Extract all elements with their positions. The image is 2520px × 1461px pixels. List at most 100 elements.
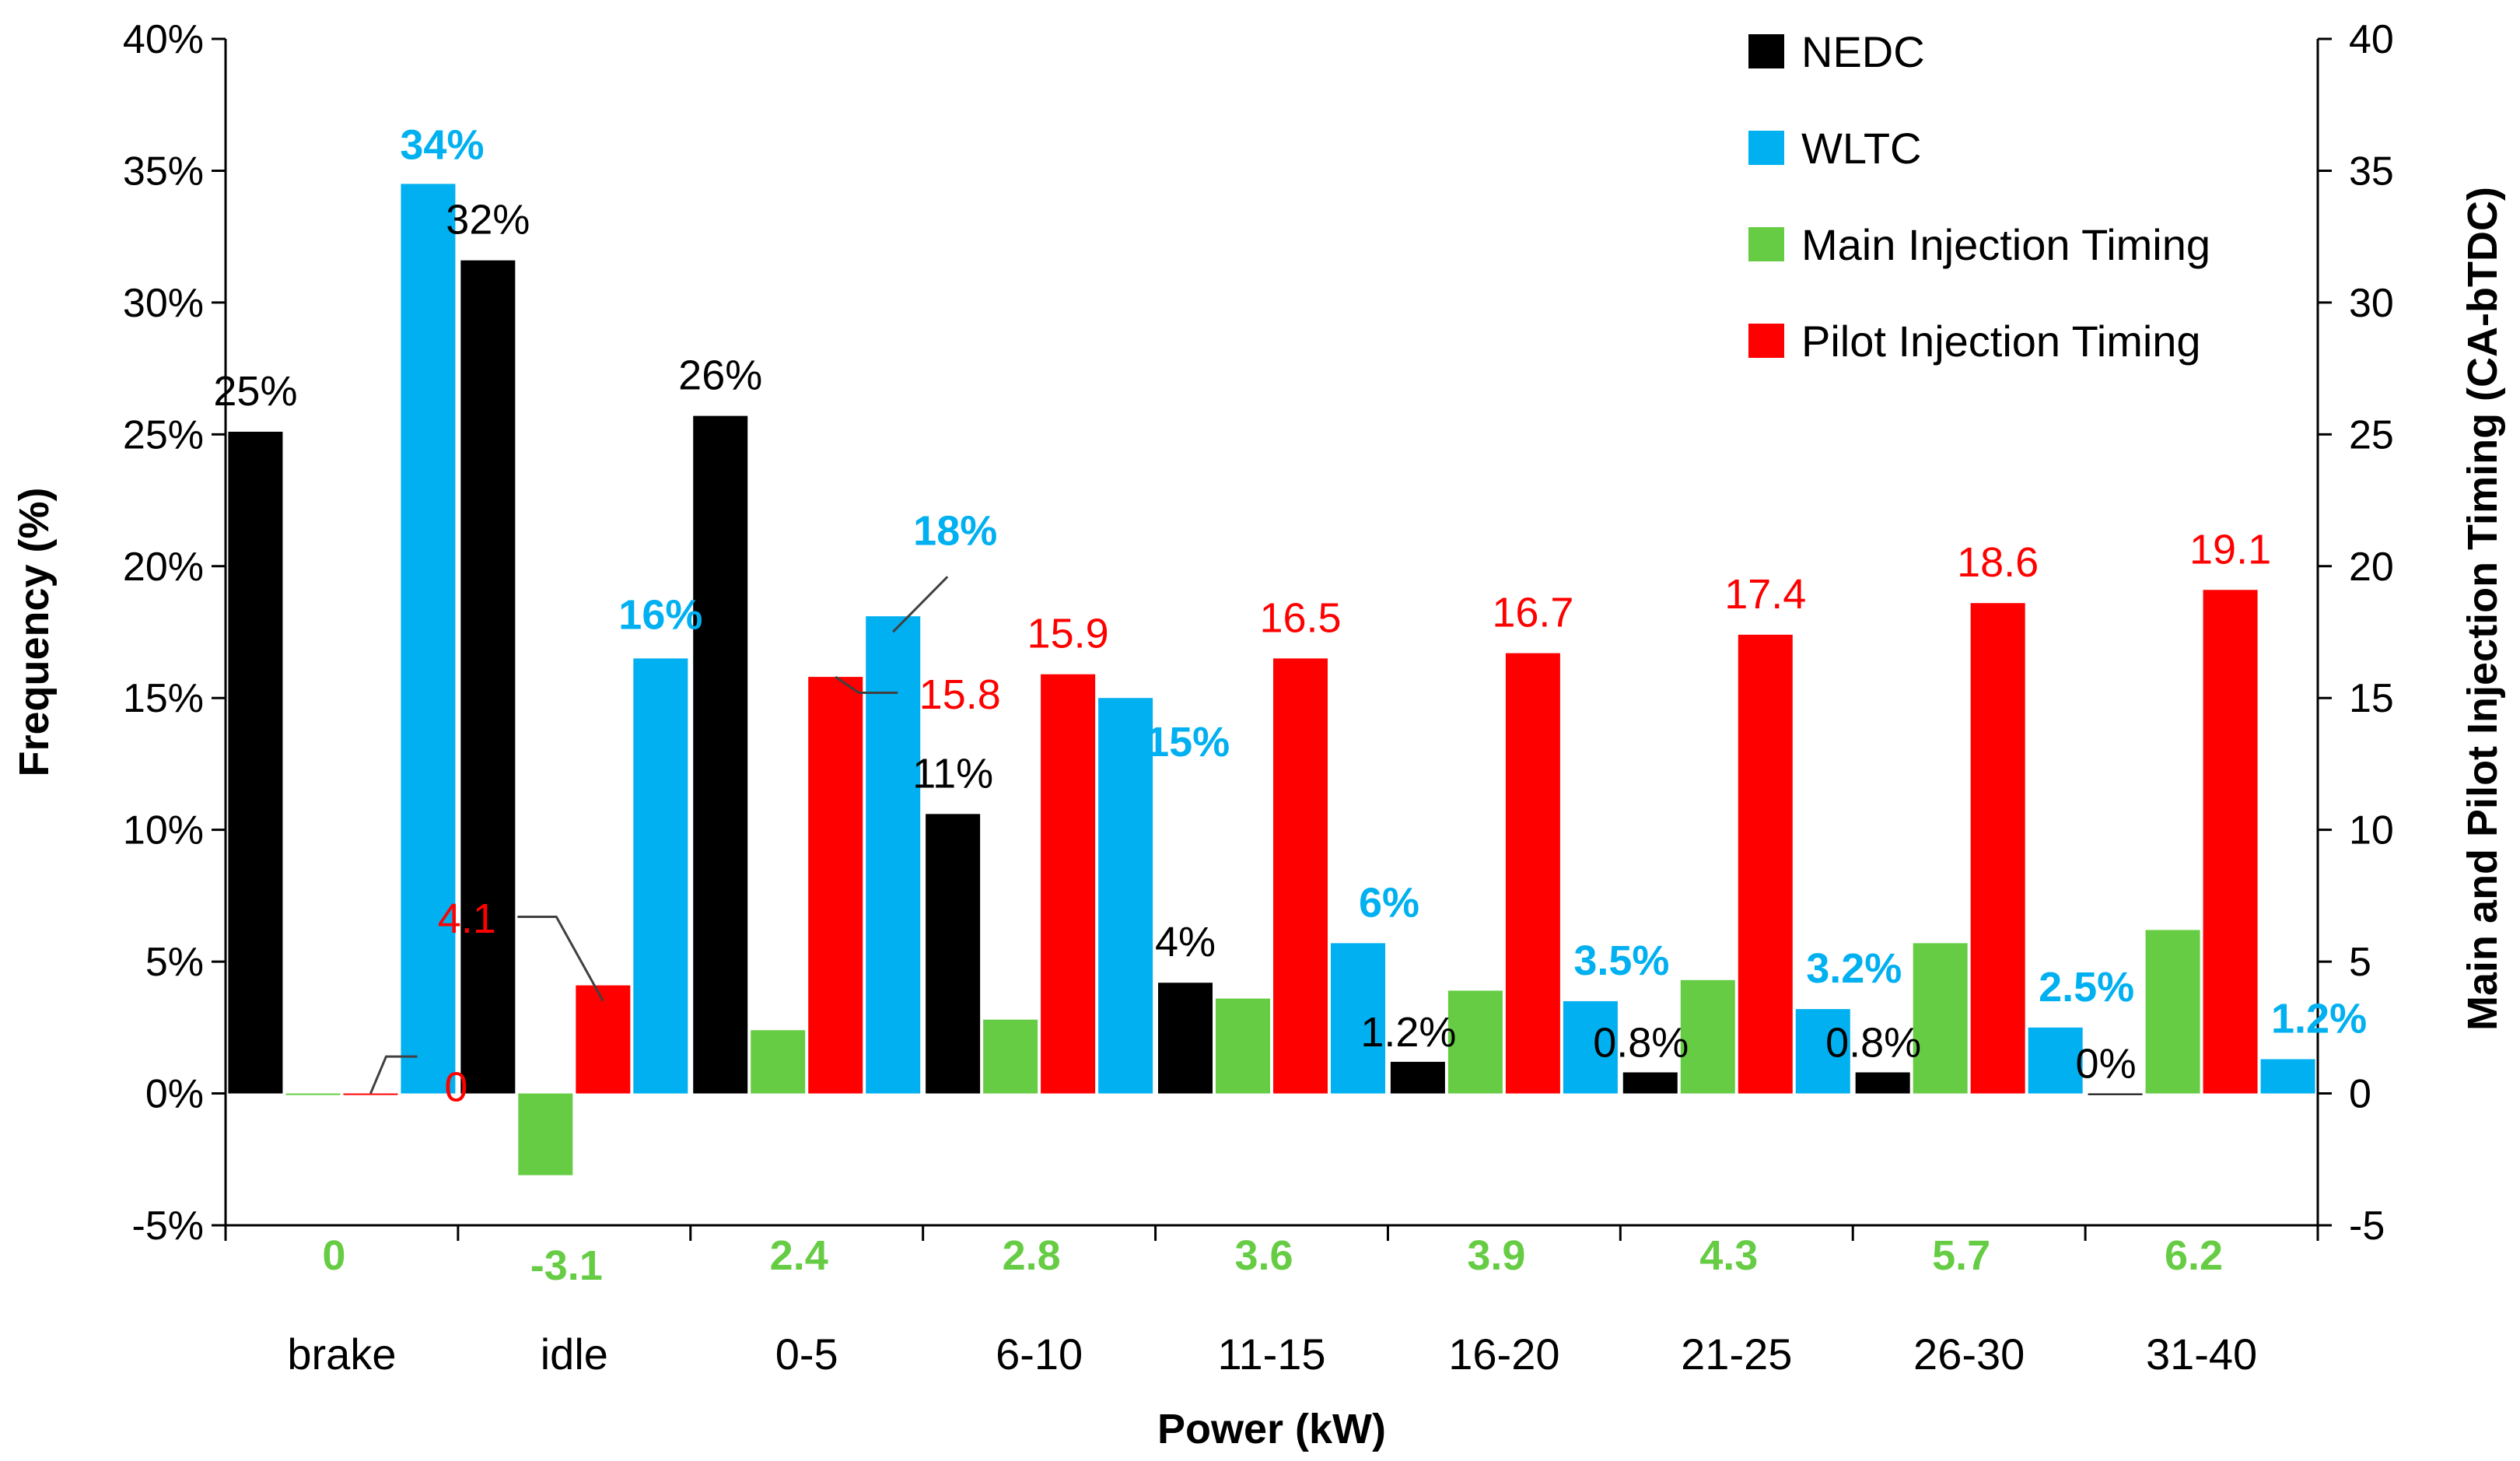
wltc-data-label: 3.5% bbox=[1573, 937, 1669, 984]
wltc-data-label: 15% bbox=[1146, 719, 1230, 766]
pilot-data-label: 17.4 bbox=[1724, 571, 1806, 618]
main-injection-data-label: 2.4 bbox=[770, 1232, 828, 1279]
main-injection-data-label: 5.7 bbox=[1932, 1232, 1990, 1279]
y-tick-label: 35% bbox=[123, 149, 204, 194]
y-tick-label: 30% bbox=[123, 281, 204, 326]
bar-nedc-26-30 bbox=[1855, 1072, 1910, 1094]
bar-main-injection-timing-11-15 bbox=[1216, 998, 1270, 1094]
bar-wltc-11-15 bbox=[1331, 943, 1385, 1094]
nedc-data-label: 25% bbox=[213, 368, 297, 415]
pilot-data-label: 16.7 bbox=[1492, 590, 1573, 636]
y2-tick-label: 25 bbox=[2349, 412, 2394, 457]
bar-main-injection-timing-21-25 bbox=[1680, 979, 1735, 1094]
leader-line bbox=[369, 1055, 418, 1095]
pilot-data-label: 15.8 bbox=[919, 671, 1001, 718]
legend-label-wltc: WLTC bbox=[1801, 124, 1922, 173]
bar-pilot-injection-timing-0-5 bbox=[808, 677, 863, 1094]
y2-tick-label: 30 bbox=[2349, 281, 2394, 326]
y-axis-title: Frequency (%) bbox=[11, 487, 58, 776]
x-category-label: 16-20 bbox=[1448, 1330, 1559, 1379]
x-category-label: brake bbox=[287, 1330, 396, 1379]
x-category-label: 11-15 bbox=[1217, 1330, 1325, 1379]
bar-wltc-21-25 bbox=[1795, 1009, 1850, 1094]
legend-label-nedc: NEDC bbox=[1801, 27, 1925, 76]
bar-wltc-0-5 bbox=[866, 616, 921, 1094]
pilot-data-label: 0 bbox=[444, 1064, 467, 1111]
main-injection-data-label: 2.8 bbox=[1003, 1232, 1061, 1279]
x-category-label: 21-25 bbox=[1681, 1330, 1792, 1379]
bar-pilot-injection-timing-26-30 bbox=[1970, 603, 2025, 1094]
y-tick-label: 10% bbox=[123, 808, 204, 853]
bar-pilot-injection-timing-brake bbox=[343, 1093, 398, 1095]
nedc-data-label: 0.8% bbox=[1825, 1019, 1921, 1066]
nedc-data-label: 0% bbox=[2076, 1041, 2137, 1088]
pilot-data-label: 19.1 bbox=[2189, 526, 2271, 573]
bar-nedc-brake bbox=[228, 431, 283, 1094]
bars-layer bbox=[228, 184, 2315, 1175]
wltc-data-label: 16% bbox=[618, 591, 702, 638]
bar-nedc-11-15 bbox=[1158, 983, 1213, 1094]
legend-label-main-injection-timing: Main Injection Timing bbox=[1801, 220, 2210, 269]
wltc-data-label: 3.2% bbox=[1806, 945, 1902, 992]
bar-pilot-injection-timing-31-40 bbox=[2203, 590, 2258, 1094]
wltc-data-label: 18% bbox=[913, 508, 997, 555]
wltc-data-label: 2.5% bbox=[2039, 964, 2134, 1011]
y-tick-label: 15% bbox=[123, 676, 204, 721]
y-tick-label: 0% bbox=[145, 1072, 204, 1117]
pilot-data-label: 18.6 bbox=[1957, 539, 2039, 586]
pilot-data-label: 4.1 bbox=[438, 895, 496, 942]
bar-wltc-26-30 bbox=[2028, 1027, 2083, 1094]
nedc-data-label: 32% bbox=[446, 197, 530, 243]
main-injection-data-label: -3.1 bbox=[530, 1242, 603, 1289]
nedc-data-label: 1.2% bbox=[1360, 1009, 1456, 1056]
legend-swatch-wltc bbox=[1748, 131, 1784, 165]
pilot-data-label: 15.9 bbox=[1027, 611, 1109, 657]
y-tick-label: -5% bbox=[132, 1203, 204, 1249]
pilot-data-label: 16.5 bbox=[1259, 594, 1341, 641]
bar-nedc-6-10 bbox=[926, 814, 981, 1094]
wltc-data-label: 34% bbox=[400, 121, 484, 168]
leader-line bbox=[835, 675, 898, 694]
y2-tick-label: 35 bbox=[2349, 149, 2394, 194]
bar-nedc-idle bbox=[460, 260, 516, 1094]
bar-pilot-injection-timing-21-25 bbox=[1738, 634, 1793, 1094]
y2-tick-label: 5 bbox=[2349, 940, 2371, 985]
bar-wltc-idle bbox=[633, 658, 688, 1094]
x-category-label: 0-5 bbox=[775, 1330, 838, 1379]
legend-swatch-nedc bbox=[1748, 34, 1784, 68]
bar-main-injection-timing-16-20 bbox=[1447, 990, 1503, 1094]
x-axis-title: Power (kW) bbox=[1157, 1406, 1386, 1452]
x-category-label: idle bbox=[541, 1330, 608, 1379]
y-tick-label: 5% bbox=[145, 940, 204, 985]
bar-main-injection-timing-0-5 bbox=[751, 1030, 806, 1094]
bar-nedc-21-25 bbox=[1622, 1072, 1678, 1094]
legend: NEDC WLTC Main Injection Timing Pilot Injec… bbox=[1748, 27, 2210, 366]
bar-wltc-brake bbox=[401, 184, 456, 1094]
bar-main-injection-timing-31-40 bbox=[2145, 930, 2200, 1094]
y-tick-label: 25% bbox=[123, 412, 204, 457]
bar-pilot-injection-timing-11-15 bbox=[1273, 658, 1328, 1094]
bar-nedc-16-20 bbox=[1390, 1061, 1445, 1094]
bar-wltc-16-20 bbox=[1563, 1000, 1618, 1094]
main-injection-data-label: 3.9 bbox=[1467, 1232, 1525, 1279]
bar-wltc-6-10 bbox=[1098, 698, 1153, 1094]
y-tick-label: 40% bbox=[123, 17, 204, 62]
y2-tick-label: 10 bbox=[2349, 808, 2394, 853]
axes-layer: -5% -5 0% 0 5% 5 10% 10 15% 15 20% 20 25% 25 30% 30 35% 3… bbox=[123, 17, 2394, 1379]
main-injection-data-label: 3.6 bbox=[1234, 1232, 1293, 1279]
y2-tick-label: 0 bbox=[2349, 1072, 2371, 1117]
wltc-data-label: 6% bbox=[1359, 879, 1419, 926]
bar-main-injection-timing-idle bbox=[518, 1093, 573, 1175]
nedc-data-label: 0.8% bbox=[1593, 1019, 1689, 1066]
leader-line bbox=[892, 576, 949, 633]
x-category-label: 6-10 bbox=[996, 1330, 1083, 1379]
y2-axis-title: Main and Pilot Injection Timing (CA-bTDC… bbox=[2459, 187, 2506, 1031]
y2-tick-label: -5 bbox=[2349, 1203, 2385, 1249]
x-category-label: 26-30 bbox=[1913, 1330, 2025, 1379]
y2-tick-label: 15 bbox=[2349, 676, 2394, 721]
y-tick-label: 20% bbox=[123, 545, 204, 590]
bar-pilot-injection-timing-idle bbox=[576, 985, 631, 1094]
legend-swatch-pilot-injection-timing bbox=[1748, 324, 1784, 358]
leader-line bbox=[517, 916, 604, 1002]
